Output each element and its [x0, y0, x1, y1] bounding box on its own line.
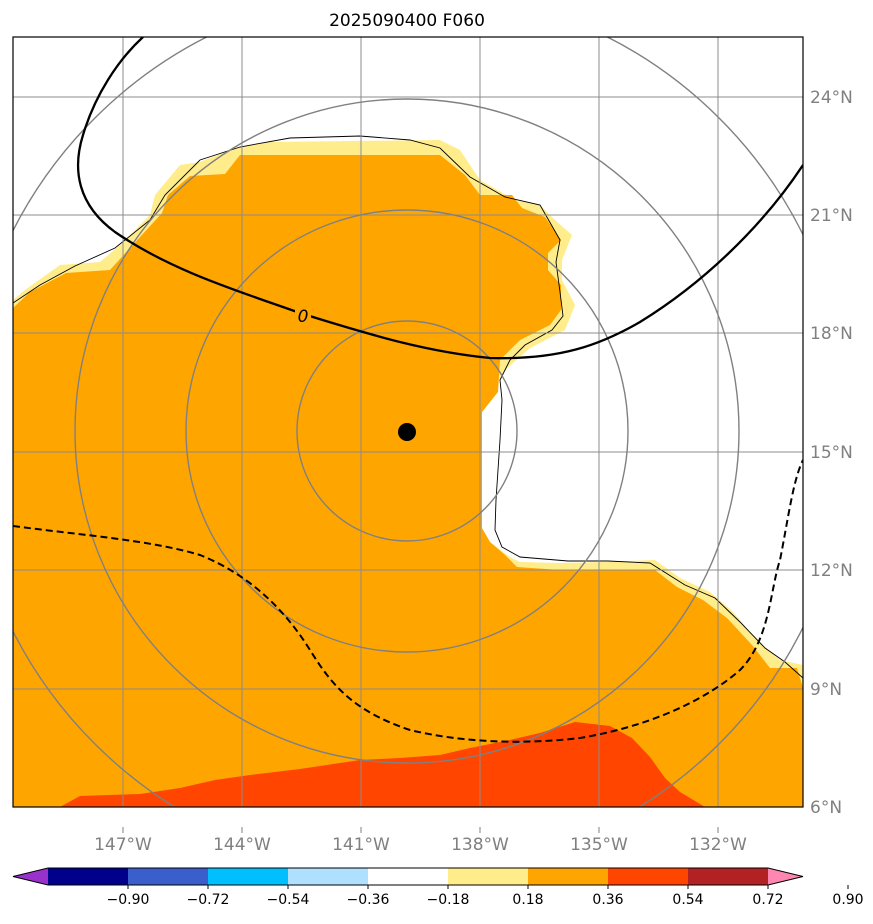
- fill-region-mid: [13, 155, 803, 807]
- zero-contour: [76, 37, 803, 360]
- gridlines: [13, 37, 803, 807]
- axis-ticks: [122, 827, 719, 833]
- contour-label: 0: [298, 307, 309, 327]
- x-tick-label: 144°W: [213, 835, 271, 855]
- colorbar-tick-label: 0.90: [832, 892, 863, 908]
- x-tick-label: 141°W: [332, 835, 390, 855]
- map-frame: [12, 36, 804, 808]
- colorbar-extend-low: [13, 868, 48, 885]
- colorbar-extend-high: [768, 868, 803, 885]
- thin-contour: [13, 135, 803, 679]
- x-tick-label: 132°W: [689, 835, 747, 855]
- dashed-contour: [13, 459, 803, 743]
- chart-title: 2025090400 F060: [329, 11, 485, 31]
- x-axis: 147°W 144°W 141°W 138°W 135°W 132°W: [94, 835, 747, 855]
- colorbar-tick-label: −0.90: [107, 892, 150, 908]
- colorbar-segment: [368, 868, 449, 885]
- colorbar-segment: [528, 868, 609, 885]
- colorbar-segment: [48, 868, 129, 885]
- colorbar-tick-label: −0.54: [267, 892, 310, 908]
- range-ring: [185, 209, 629, 653]
- range-ring: [296, 320, 518, 542]
- colorbar-tick-label: 0.54: [672, 892, 703, 908]
- y-tick-label: 6°N: [810, 798, 842, 818]
- colorbar-segment: [608, 868, 689, 885]
- colorbar-tick-label: 0.72: [752, 892, 783, 908]
- colorbar-segment: [128, 868, 209, 885]
- colorbar-tick-label: 0.36: [592, 892, 623, 908]
- colorbar-tick-label: −0.72: [187, 892, 230, 908]
- x-tick-label: 147°W: [94, 835, 152, 855]
- colorbar-tick-label: 0.18: [512, 892, 543, 908]
- y-tick-label: 21°N: [810, 206, 853, 226]
- y-tick-label: 12°N: [810, 561, 853, 581]
- colorbar: −0.90 −0.72 −0.54 −0.36 −0.18 0.18 0.36 0.54 0.7…: [12, 867, 864, 908]
- colorbar-segment: [288, 868, 369, 885]
- fill-region-high: [60, 722, 705, 807]
- colorbar-segment: [688, 868, 769, 885]
- y-axis: 6°N 9°N 12°N 15°N 18°N 21°N 24°N: [810, 88, 853, 818]
- x-tick-label: 135°W: [570, 835, 628, 855]
- y-tick-label: 9°N: [810, 680, 842, 700]
- range-rings: [13, 37, 803, 807]
- x-tick-label: 138°W: [451, 835, 509, 855]
- colorbar-tick-label: −0.36: [347, 892, 390, 908]
- y-tick-label: 15°N: [810, 443, 853, 463]
- colorbar-segment: [448, 868, 529, 885]
- y-tick-label: 18°N: [810, 324, 853, 344]
- y-tick-label: 24°N: [810, 88, 853, 108]
- colorbar-segment: [208, 868, 289, 885]
- colorbar-outline: [12, 867, 804, 886]
- storm-center-marker: [398, 423, 416, 441]
- colorbar-tick-label: −0.18: [427, 892, 470, 908]
- range-ring: [74, 98, 740, 764]
- map-area: 0: [13, 37, 803, 807]
- contour-label-bg: [295, 304, 311, 324]
